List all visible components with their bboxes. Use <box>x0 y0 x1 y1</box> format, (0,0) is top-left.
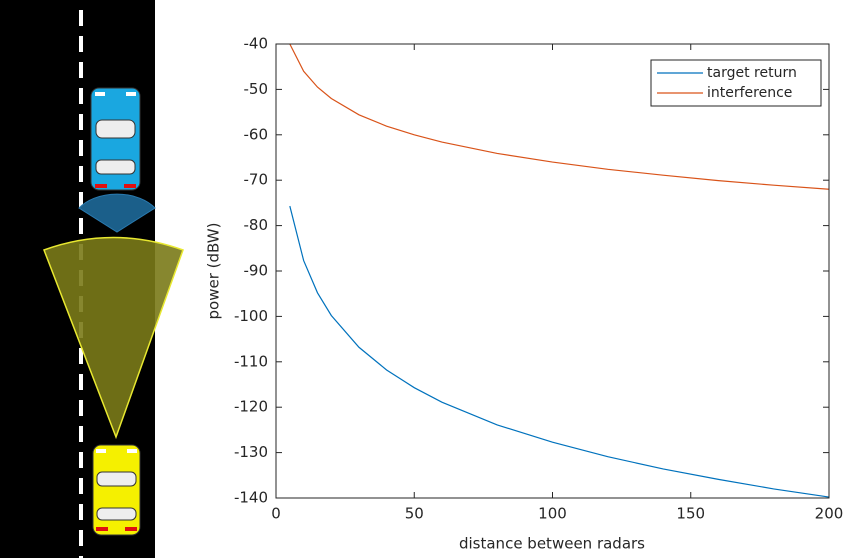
radar-cone-yellow <box>43 236 184 440</box>
blue-car <box>90 87 141 191</box>
yellow-car <box>92 444 141 536</box>
x-tick-label: 0 <box>271 505 281 523</box>
y-tick-label: -110 <box>234 352 268 370</box>
x-tick-label: 50 <box>405 505 424 523</box>
y-tick-label: -80 <box>244 216 269 234</box>
x-tick-label: 100 <box>538 505 567 523</box>
y-tick-label: -130 <box>234 443 268 461</box>
x-tick-label: 150 <box>676 505 705 523</box>
y-tick-label: -140 <box>234 489 268 507</box>
y-tick-label: -70 <box>244 171 269 189</box>
y-tick-label: -100 <box>234 307 268 325</box>
y-tick-label: -90 <box>244 262 269 280</box>
y-tick-label: -50 <box>244 80 269 98</box>
series-line <box>289 43 830 190</box>
y-tick-label: -40 <box>244 35 269 53</box>
x-tick-label: 200 <box>815 505 844 523</box>
y-tick-label: -120 <box>234 398 268 416</box>
legend-label: target return <box>707 65 797 81</box>
series-line <box>289 205 830 498</box>
axes-box <box>275 43 830 499</box>
x-axis-label: distance between radars <box>459 535 645 553</box>
radar-cone-blue <box>78 193 156 233</box>
legend-box <box>650 59 822 107</box>
plot-area <box>276 44 829 498</box>
illustration <box>0 0 184 558</box>
legend-label: interference <box>707 85 792 101</box>
y-axis-label: power (dBW) <box>205 223 223 320</box>
y-tick-label: -60 <box>244 125 269 143</box>
